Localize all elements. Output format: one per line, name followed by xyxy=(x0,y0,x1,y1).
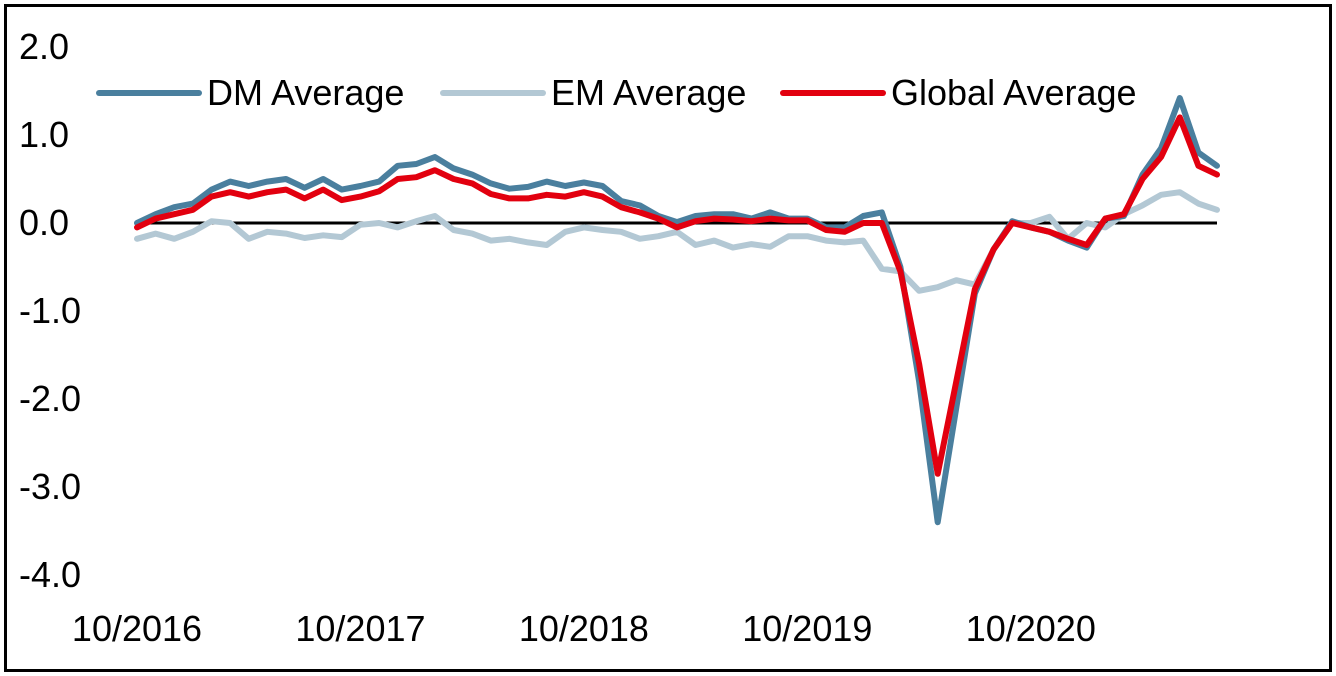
series-line-dm-average xyxy=(134,95,1220,526)
line-chart: 2.0 1.0 0.0 -1.0 -2.0 -3.0 -4.0 10/2016 10/2017… xyxy=(19,26,1220,649)
y-axis-tick-labels: 2.0 1.0 0.0 -1.0 -2.0 -3.0 -4.0 xyxy=(19,26,81,595)
y-tick-label: 0.0 xyxy=(19,202,69,243)
x-tick-label: 10/2016 xyxy=(72,608,202,649)
x-tick-label: 10/2020 xyxy=(966,608,1096,649)
x-tick-label: 10/2018 xyxy=(519,608,649,649)
series-line-global-average xyxy=(134,114,1220,477)
x-tick-label: 10/2019 xyxy=(742,608,872,649)
chart-frame: 2.0 1.0 0.0 -1.0 -2.0 -3.0 -4.0 10/2016 10/2017… xyxy=(4,4,1332,672)
legend-label-em-average: EM Average xyxy=(551,72,746,113)
y-tick-label: -4.0 xyxy=(19,554,81,595)
y-tick-label: -3.0 xyxy=(19,466,81,507)
legend-label-dm-average: DM Average xyxy=(207,72,404,113)
x-axis-tick-labels: 10/2016 10/2017 10/2018 10/2019 10/2020 xyxy=(72,608,1096,649)
y-tick-label: 2.0 xyxy=(19,26,69,67)
legend-label-global-average: Global Average xyxy=(891,72,1137,113)
legend: DM Average EM Average Global Average xyxy=(96,72,1137,113)
series-lines xyxy=(134,95,1220,526)
y-tick-label: 1.0 xyxy=(19,114,69,155)
y-tick-label: -2.0 xyxy=(19,378,81,419)
series-line-em-average xyxy=(134,189,1220,294)
x-tick-label: 10/2017 xyxy=(295,608,425,649)
y-tick-label: -1.0 xyxy=(19,290,81,331)
